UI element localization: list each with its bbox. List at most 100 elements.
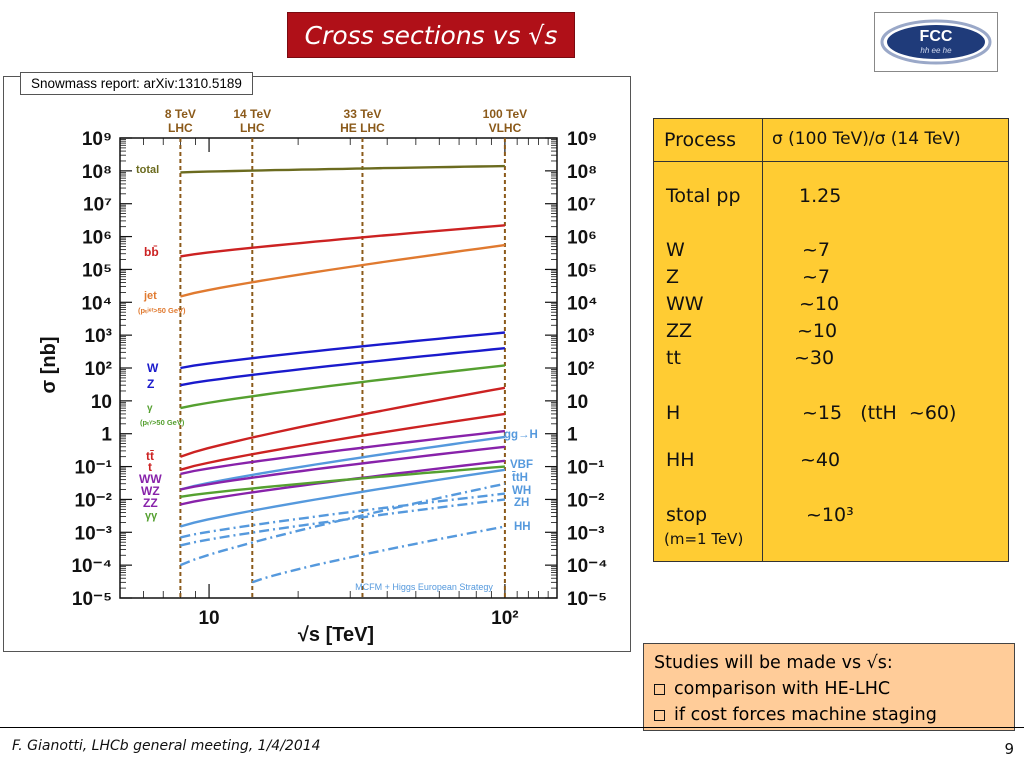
y-tick-label-right: 10⁸	[567, 162, 597, 183]
y-axis-label: σ [nb]	[38, 337, 60, 394]
series-line-z	[180, 347, 506, 387]
series-label: tt̄	[146, 449, 154, 463]
series-line-ggh	[180, 435, 506, 491]
y-tick-label-right: 10⁴	[567, 293, 598, 314]
y-tick-label-right: 10⁻²	[567, 490, 605, 511]
y-tick-label-left: 10⁹	[82, 129, 112, 150]
y-tick-label-right: 10³	[567, 326, 594, 347]
table-header-ratio: σ (100 TeV)/σ (14 TeV)	[772, 129, 961, 149]
series-line-zh	[180, 498, 506, 547]
source-label: Snowmass report: arXiv:1310.5189	[20, 72, 253, 95]
table-header-process: Process	[664, 129, 737, 151]
y-tick-label-left: 10³	[85, 326, 112, 347]
y-tick-label-left: 1	[101, 425, 112, 446]
energy-marker-sublabel: LHC	[240, 121, 265, 135]
footer-divider	[0, 727, 1024, 728]
x-tick-label: 10²	[491, 608, 518, 629]
cross-section-chart: 10⁹ 10⁹ 10⁸ 10⁸ 10⁷ 10⁷ 10⁶ 10⁶ 10⁵ 10⁵ 10⁴ 10⁴ 10³ 1…	[38, 107, 608, 646]
series-label: ZH	[514, 497, 529, 509]
series-line-t	[180, 412, 506, 471]
table-process-cell: ZZ	[666, 320, 693, 342]
series-label: (pₜʲᵉᵗ>50 GeV)	[138, 306, 186, 315]
series-label: γγ	[145, 510, 158, 522]
energy-marker-label: 14 TeV	[233, 107, 271, 121]
fcc-logo-graphic: FCC hh ee he	[880, 19, 992, 65]
table-ratio-cell: ~40	[800, 449, 841, 471]
series-label: γ	[147, 403, 153, 414]
energy-marker-sublabel: LHC	[168, 121, 193, 135]
series-line-total	[180, 164, 505, 174]
series-label: t̄tH	[512, 472, 528, 484]
table-process-cell: H	[666, 402, 681, 424]
series-label: Z	[147, 377, 154, 391]
y-tick-label-left: 10⁷	[83, 195, 112, 216]
table-ratio-cell: ~10	[799, 293, 840, 315]
energy-marker-label: 100 TeV	[483, 107, 527, 121]
table-process-cell: Total pp	[666, 185, 741, 207]
series-label: (pₜᵞ>50 GeV)	[140, 418, 185, 427]
series-line-ww	[180, 429, 506, 476]
series-line-zz	[180, 459, 506, 506]
energy-marker-label: 33 TeV	[344, 107, 382, 121]
y-tick-label-left: 10⁻⁴	[71, 556, 112, 577]
fcc-logo: FCC hh ee he	[874, 12, 998, 72]
table-ratio-cell: ~30	[794, 347, 835, 369]
y-tick-label-left: 10²	[85, 359, 112, 380]
studies-item: comparison with HE-LHC	[654, 676, 1004, 702]
table-ratio-cell: ~10	[797, 320, 838, 342]
series-label: ZZ	[143, 496, 158, 510]
y-tick-label-left: 10⁴	[81, 293, 112, 314]
footer-credit: F. Gianotti, LHCb general meeting, 1/4/2…	[12, 738, 321, 754]
y-tick-label-left: 10⁻³	[75, 523, 113, 544]
x-axis-label: √s [TeV]	[298, 624, 374, 646]
series-lines	[179, 164, 506, 584]
energy-marker-sublabel: VLHC	[489, 121, 522, 135]
series-label: jet	[143, 290, 157, 302]
studies-item-text: if cost forces machine staging	[674, 705, 937, 725]
series-label: total	[136, 164, 159, 176]
table-process-note: (m=1 TeV)	[664, 530, 744, 548]
series-line-vbf	[180, 468, 506, 528]
y-tick-label-right: 10	[567, 392, 588, 413]
series-line-wz	[180, 445, 506, 491]
y-tick-label-left: 10⁸	[82, 162, 112, 183]
slide-title: Cross sections vs √s	[287, 12, 575, 58]
series-label: bb̄	[144, 245, 159, 259]
logo-text-top: FCC	[920, 28, 953, 45]
table-process-cell: tt	[666, 347, 681, 369]
y-tick-label-right: 10⁶	[567, 228, 597, 249]
series-line-hh	[251, 525, 506, 584]
table-ratio-cell: ~7	[802, 266, 831, 288]
series-label: HH	[514, 521, 531, 533]
studies-item: if cost forces machine staging	[654, 702, 1004, 728]
table-process-cell: WW	[666, 293, 704, 315]
ratio-table: Process σ (100 TeV)/σ (14 TeV) Total pp …	[653, 118, 1009, 562]
y-tick-label-right: 10²	[567, 359, 594, 380]
y-tick-label-right: 10⁷	[567, 195, 596, 216]
axes: 10⁹ 10⁹ 10⁸ 10⁸ 10⁷ 10⁷ 10⁶ 10⁶ 10⁵ 10⁵ 10⁴ 10⁴ 10³ 1…	[71, 129, 607, 629]
y-tick-label-left: 10⁻²	[75, 490, 113, 511]
table-ratio-cell: ~7	[802, 239, 831, 261]
y-tick-label-left: 10⁻⁵	[72, 589, 112, 610]
series-line-	[180, 364, 506, 410]
energy-marker-sublabel: HE LHC	[340, 121, 385, 135]
y-tick-label-right: 10⁵	[567, 260, 597, 281]
studies-heading: Studies will be made vs √s:	[654, 653, 893, 673]
series-line-tt	[180, 386, 506, 458]
checkbox-bullet-icon	[654, 709, 665, 721]
table-ratio-cell: ~15 (ttH ~60)	[802, 402, 957, 424]
series-label: WW	[139, 472, 162, 486]
y-tick-label-right: 10⁻¹	[567, 458, 605, 479]
series-line-w	[180, 331, 506, 370]
series-line-	[180, 465, 505, 498]
series-label: WH	[512, 485, 531, 497]
x-tick-label: 10	[198, 608, 219, 629]
studies-item-text: comparison with HE-LHC	[674, 679, 891, 699]
series-label: t	[148, 460, 152, 474]
table-divider-horizontal	[654, 161, 1008, 162]
series-line-bb	[180, 224, 505, 258]
y-tick-label-right: 1	[567, 425, 578, 446]
studies-box: Studies will be made vs √s: comparison w…	[643, 643, 1015, 731]
chart-annotation: MCFM + Higgs European Strategy	[355, 582, 493, 592]
